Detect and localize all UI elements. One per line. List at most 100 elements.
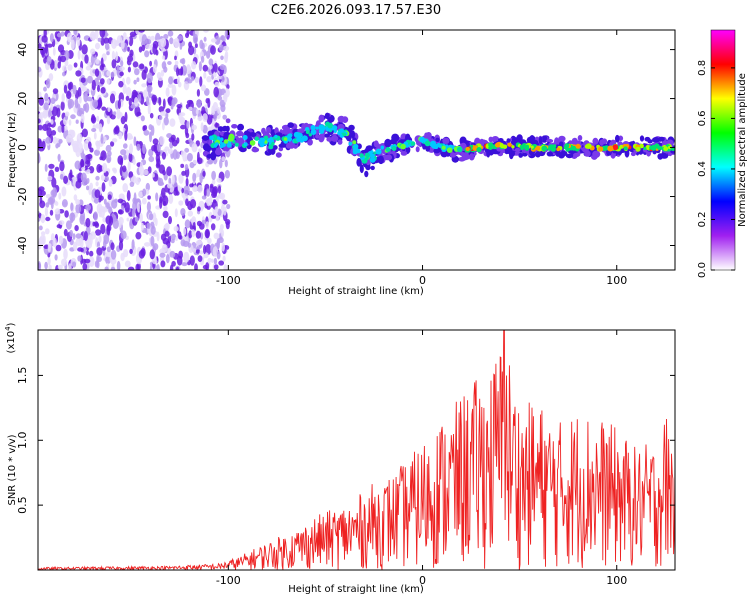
noise-blob [62,71,66,77]
noise-blob [166,166,173,177]
signal-halo [326,137,333,142]
noise-blob [67,64,73,71]
noise-blob [195,108,199,115]
noise-blob [167,183,172,189]
noise-blob [72,261,77,268]
noise-blob [138,165,143,173]
signal-halo [450,151,457,158]
noise-blob [183,227,187,236]
noise-blob [174,208,178,218]
noise-blob [122,83,127,95]
noise-blob [45,228,50,235]
noise-blob [148,148,154,157]
noise-blob [99,78,105,85]
noise-blob [132,158,136,165]
signal-halo [400,151,408,156]
noise-blob [203,36,207,42]
noise-blob [158,76,163,82]
signal-halo [350,130,356,139]
spectrogram-frame [37,29,676,271]
signal-peak [385,147,391,152]
signal-peak [243,142,248,147]
noise-blob [110,242,115,251]
noise-blob [116,64,120,76]
noise-blob [46,56,52,65]
noise-blob [198,148,202,153]
noise-blob [138,46,143,53]
noise-blob [116,260,121,270]
noise-blob [147,86,151,98]
signal-halo [577,135,583,141]
signal-halo [433,148,441,154]
noise-blob [97,37,102,42]
signal-peak [267,138,272,143]
signal-peak [434,145,439,149]
noise-blob [46,43,53,48]
noise-blob [161,187,166,198]
signal-peak [530,145,534,149]
noise-blob [95,123,100,129]
noise-blob [206,204,211,210]
noise-blob [143,125,148,131]
noise-blob [54,166,60,172]
noise-blob [159,115,163,121]
signal-halo [458,157,466,162]
signal-peak [348,141,353,146]
noise-blob [174,55,177,61]
signal-halo [592,137,599,145]
y-tick-label: 0.5 [16,496,29,514]
signal-halo [385,154,393,161]
noise-blob [201,219,206,224]
noise-blob [170,233,177,241]
signal-peak [332,125,338,131]
colorbar-tick-label: 0.8 [697,60,708,76]
noise-blob [149,249,155,260]
noise-blob [222,255,226,262]
noise-blob [59,173,64,180]
noise-blob [150,35,155,41]
noise-blob [64,210,69,218]
noise-blob [73,62,78,68]
signal-halo [327,117,335,123]
noise-blob [74,225,79,232]
signal-halo [272,145,278,150]
noise-blob [192,221,196,231]
noise-blob [111,59,117,69]
noise-blob [196,98,202,109]
noise-blob [94,189,101,199]
noise-blob [135,177,141,186]
noise-blob [95,42,100,50]
noise-blob [106,78,110,85]
noise-blob [185,177,189,187]
noise-blob [94,149,100,156]
noise-blob [91,128,97,132]
noise-blob [104,266,109,270]
signal-halo [573,152,581,157]
noise-blob [155,192,159,202]
noise-blob [165,112,169,119]
signal-peak [305,130,310,134]
noise-blob [128,152,133,163]
noise-blob [45,216,51,222]
noise-blob [208,64,213,70]
noise-blob [100,209,105,218]
noise-blob [213,264,219,270]
noise-blob [106,246,111,253]
signal-peak [364,152,370,158]
signal-halo [510,150,516,157]
noise-blob [104,42,110,51]
noise-blob [192,172,197,182]
noise-blob [192,33,198,44]
signal-peak [209,135,214,141]
noise-blob [202,64,208,72]
signal-halo [251,147,260,153]
noise-blob [208,58,214,66]
noise-blob [95,181,99,187]
noise-blob [61,124,65,134]
noise-blob [140,115,145,122]
noise-blob [43,102,49,111]
signal-halo [318,114,325,123]
noise-blob [181,57,186,65]
noise-blob [212,187,217,197]
noise-blob [60,55,67,63]
